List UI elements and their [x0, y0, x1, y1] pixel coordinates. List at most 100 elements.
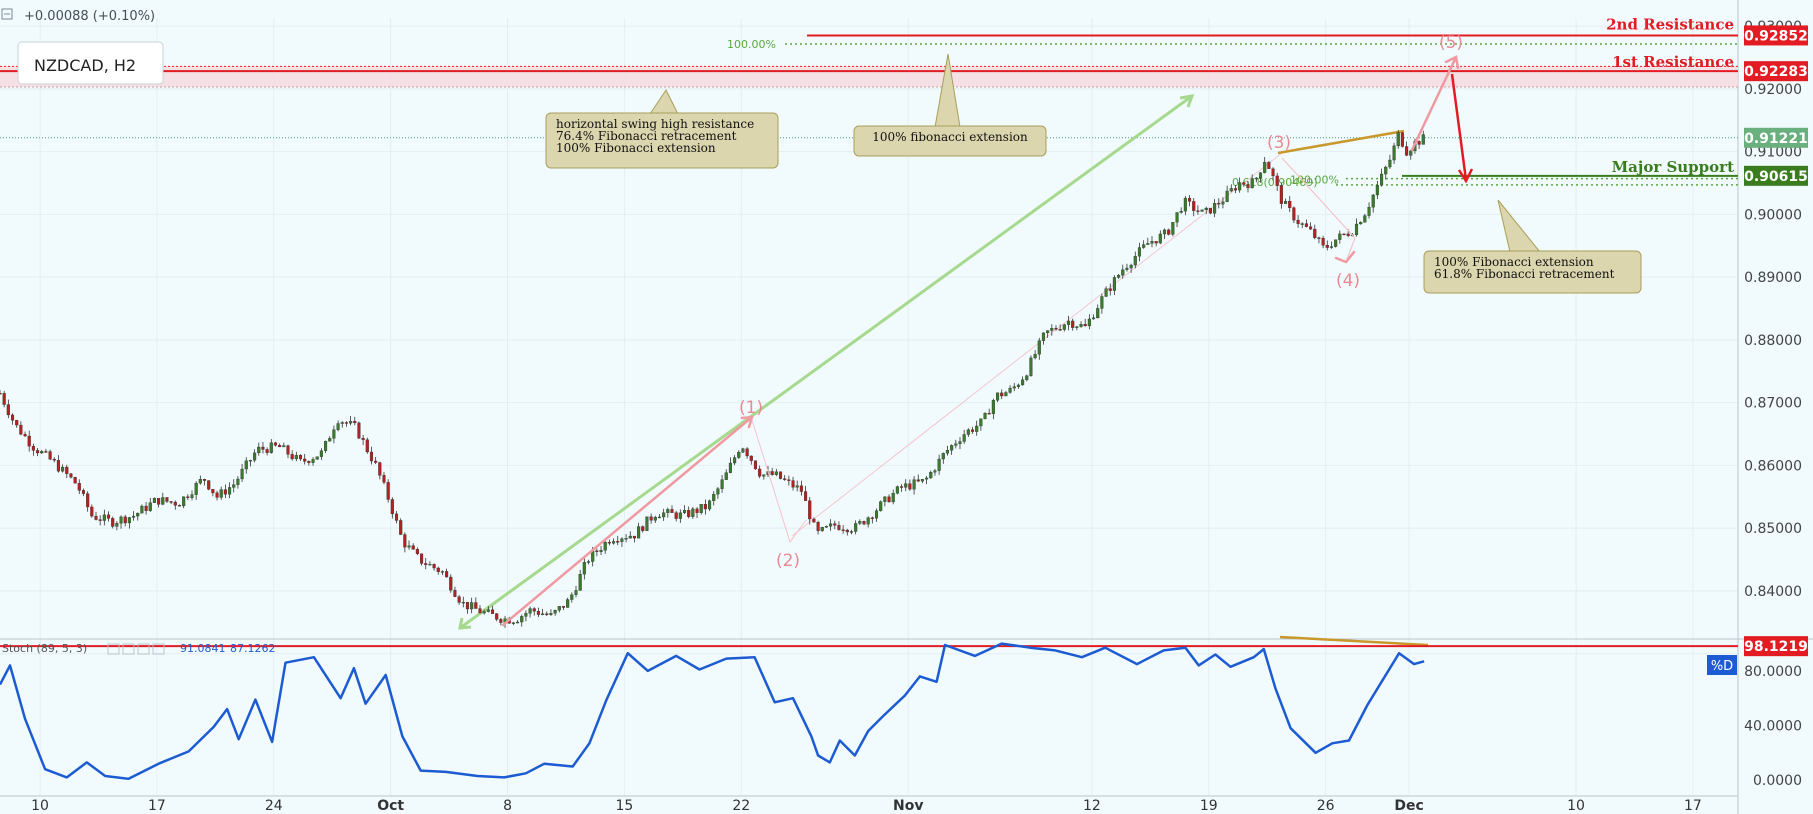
candle-body	[574, 590, 578, 595]
candle-body	[495, 613, 499, 620]
candle-body	[1008, 387, 1012, 393]
candle-body	[1188, 197, 1192, 202]
time-tick-label: Oct	[377, 798, 404, 814]
candle-body	[762, 474, 766, 477]
candle-body	[1071, 320, 1075, 328]
symbol-box[interactable]	[17, 41, 164, 85]
candle-series	[0, 130, 1425, 628]
candle-body	[912, 479, 916, 490]
candle-body	[1417, 141, 1421, 145]
candle-body	[115, 523, 119, 527]
projection-arrow	[1450, 73, 1468, 181]
candle-body	[699, 504, 703, 513]
first-resistance-tag-bg	[1744, 61, 1808, 82]
candle-body	[753, 460, 758, 470]
candle-body	[1225, 190, 1229, 202]
candle-body	[887, 496, 891, 503]
candle-body	[432, 564, 436, 569]
candle-body	[945, 450, 950, 454]
price-tick-label: 0.84000	[1744, 584, 1802, 600]
candle-body	[1258, 172, 1263, 179]
candle-body	[970, 429, 975, 432]
second-resistance-tag-text: 0.92852	[1744, 28, 1808, 44]
candle-body	[215, 492, 219, 498]
stoch-tick-label: 0.0000	[1753, 773, 1802, 789]
candle-body	[1388, 159, 1392, 168]
candle-body	[81, 490, 86, 494]
candle-body	[169, 501, 173, 503]
candle-body	[1083, 324, 1087, 327]
candle-body	[1004, 392, 1008, 397]
indicator-control-icon[interactable]	[122, 643, 135, 655]
candle-body	[532, 608, 536, 612]
price-tick-label: 0.89000	[1744, 270, 1802, 286]
candle-body	[386, 482, 390, 500]
candle-body	[1066, 320, 1071, 325]
green-trend-arrow	[458, 94, 1194, 630]
candle-body	[1405, 146, 1409, 156]
candle-body	[950, 445, 954, 451]
major-support-tag-bg	[1744, 165, 1808, 186]
indicator-control-icon[interactable]	[107, 643, 120, 655]
candle-body	[1204, 207, 1208, 211]
candle-body	[1162, 229, 1167, 235]
current-price-tag-text: 0.91221	[1744, 131, 1808, 147]
candle-body	[582, 562, 586, 575]
collapse-icon[interactable]	[1, 8, 13, 20]
candle-body	[382, 475, 386, 483]
candle-body	[1221, 201, 1225, 205]
candle-body	[56, 460, 60, 472]
green-trend-arrowhead-end	[1179, 94, 1195, 108]
candle-body	[795, 485, 799, 488]
candle-body	[407, 545, 411, 548]
price-tick-label: 0.88000	[1744, 333, 1802, 349]
candle-body	[703, 504, 707, 510]
time-tick-label: 17	[1684, 798, 1702, 814]
candle-body	[1133, 256, 1137, 266]
candle-body	[1338, 233, 1342, 240]
indicator-control-icon[interactable]	[137, 643, 150, 655]
wave-3-label: (3)	[1267, 133, 1291, 153]
candle-body	[666, 509, 670, 513]
fib-mid-100-label: 100.00%	[1290, 174, 1339, 187]
candle-body	[211, 489, 215, 494]
candle-body	[6, 404, 10, 416]
candle-body	[1367, 207, 1371, 216]
candle-body	[136, 512, 140, 517]
candle-body	[996, 392, 1000, 401]
candle-body	[1179, 210, 1183, 213]
candle-body	[541, 613, 545, 615]
first-resistance-tag: 0.92283	[1744, 61, 1808, 82]
candle-body	[962, 434, 966, 442]
candle-body	[695, 508, 699, 513]
candle-body	[549, 613, 553, 615]
candle-body	[845, 529, 849, 533]
candle-body	[1279, 185, 1283, 204]
indicator-control-icon[interactable]	[152, 643, 165, 655]
candle-body	[394, 513, 399, 521]
candle-body	[916, 479, 920, 482]
candle-body	[1158, 233, 1162, 244]
wave-1-line	[501, 415, 754, 627]
candle-body	[616, 541, 620, 543]
trend-lines	[458, 94, 1429, 647]
candle-body	[708, 500, 712, 510]
fib-extension-note[interactable]: 100% fibonacci extension	[853, 53, 1047, 157]
candle-body	[361, 438, 365, 440]
candle-body	[829, 523, 833, 527]
wave-4-line	[1281, 157, 1356, 263]
candle-body	[190, 494, 194, 498]
candle-body	[1121, 269, 1125, 276]
candle-body	[269, 442, 273, 453]
candle-body	[44, 451, 48, 453]
candle-body	[144, 505, 148, 511]
candle-body	[870, 517, 874, 519]
candle-body	[586, 561, 591, 563]
candle-body	[1104, 288, 1108, 297]
candle-body	[607, 542, 611, 544]
candle-body	[15, 420, 19, 426]
candle-body	[202, 478, 207, 481]
candle-body	[61, 466, 65, 472]
